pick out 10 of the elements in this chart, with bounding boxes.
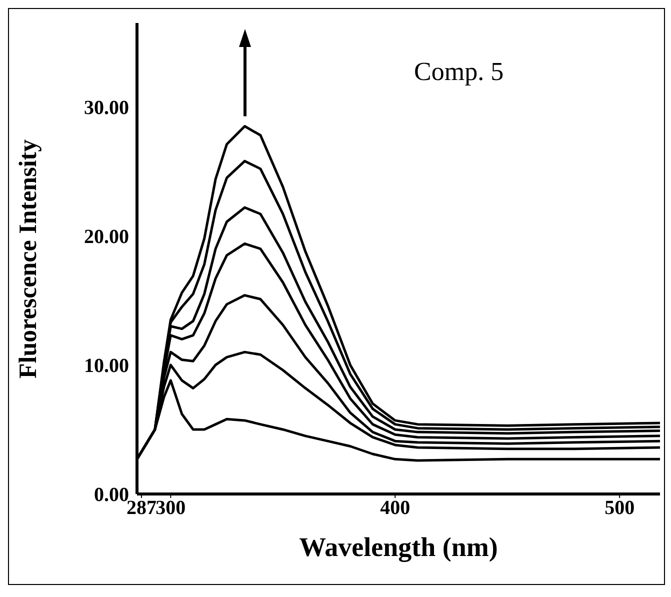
x-tick-label: 400 [380, 497, 410, 520]
x-tick-label: 300 [156, 497, 186, 520]
y-axis-title: Fluorescence Intensity [14, 138, 42, 378]
x-axis-title: Wavelength (nm) [299, 532, 498, 562]
y-tick-label: 10.00 [84, 355, 129, 378]
y-tick-label: 20.00 [84, 226, 129, 248]
y-tick-label: 30.00 [84, 96, 129, 119]
annotation: Comp. 5 [414, 57, 504, 87]
x-tick-label: 500 [604, 497, 635, 520]
y-tick-label: 0.00 [94, 484, 129, 506]
